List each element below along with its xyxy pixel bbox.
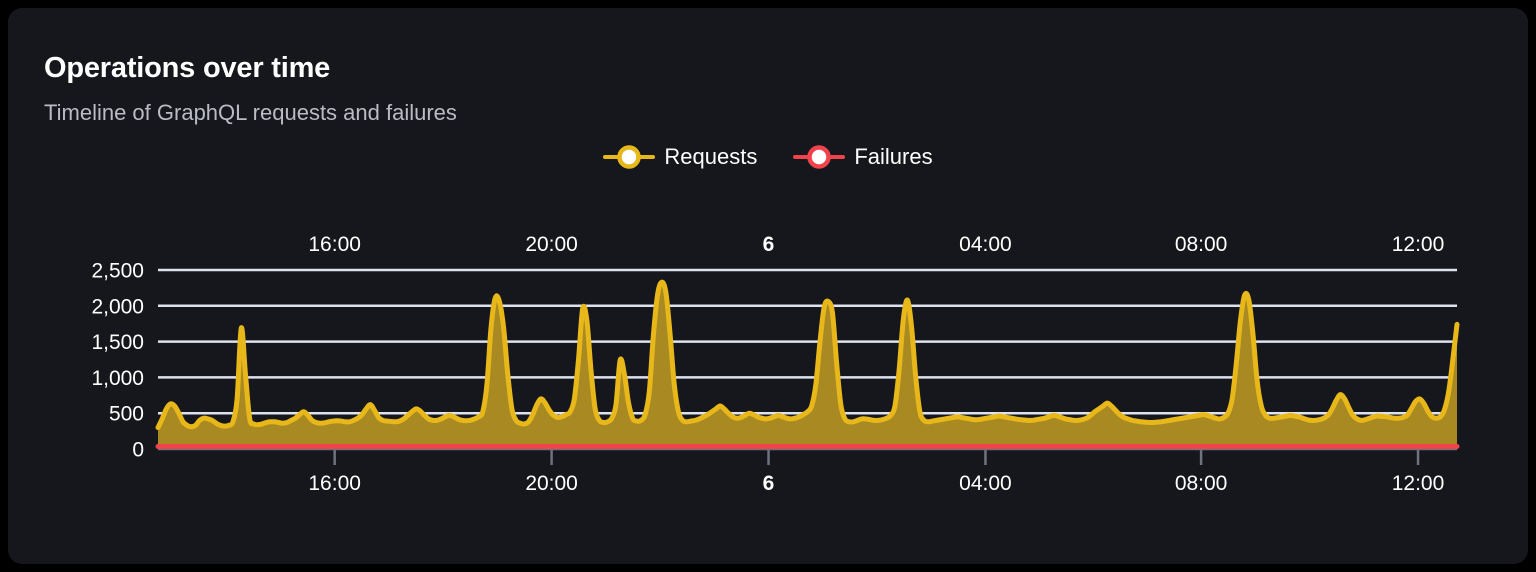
y-axis-tick-label: 2,500: [91, 260, 144, 283]
requests-line[interactable]: [155, 279, 1460, 431]
chart-legend: Requests Failures: [8, 144, 1528, 170]
panel-subtitle: Timeline of GraphQL requests and failure…: [44, 100, 457, 125]
y-axis-tick-label: 1,000: [91, 367, 144, 390]
x-axis-tick-label-bottom: 6: [763, 472, 775, 495]
legend-item-failures[interactable]: Failures: [793, 144, 933, 170]
requests-area-fill: [158, 282, 1457, 449]
legend-label-failures: Failures: [854, 144, 933, 169]
operations-chart-card: Operations over time Timeline of GraphQL…: [8, 8, 1528, 564]
x-axis-tick-label-top: 08:00: [1175, 233, 1228, 256]
y-axis-tick-label: 1,500: [91, 331, 144, 354]
x-axis-tick-label-bottom: 20:00: [525, 472, 578, 495]
x-axis-tick-label-top: 16:00: [308, 233, 361, 256]
x-axis-tick-label-top: 20:00: [525, 233, 578, 256]
x-axis-tick-label-top: 6: [763, 233, 775, 256]
legend-label-requests: Requests: [664, 144, 758, 169]
x-axis-tick-label-top: 04:00: [959, 233, 1012, 256]
legend-marker-line-dot-icon: [603, 144, 656, 170]
x-axis-tick-label-top: 12:00: [1392, 233, 1445, 256]
page-title: Operations over time: [44, 52, 331, 84]
x-axis-tick-label-bottom: 12:00: [1392, 472, 1445, 495]
chart-plot-area[interactable]: 0 500 1,000 1,500 2,000 2,500 16:00 20:00 6 04:00…: [8, 8, 1528, 564]
x-axis-tick-label-bottom: 08:00: [1175, 472, 1228, 495]
legend-item-requests[interactable]: Requests: [603, 144, 757, 170]
x-axis-tick-label-bottom: 16:00: [308, 472, 361, 495]
operations-over-time-chart[interactable]: 0 500 1,000 1,500 2,000 2,500 16:00 20:00 6 04:00…: [8, 8, 1528, 564]
y-axis-tick-label: 2,000: [91, 295, 144, 318]
y-axis-tick-label: 500: [109, 403, 144, 426]
legend-marker-line-dot-icon: [793, 144, 846, 170]
x-axis-tick-label-bottom: 04:00: [959, 472, 1012, 495]
y-axis-tick-label: 0: [132, 439, 144, 462]
